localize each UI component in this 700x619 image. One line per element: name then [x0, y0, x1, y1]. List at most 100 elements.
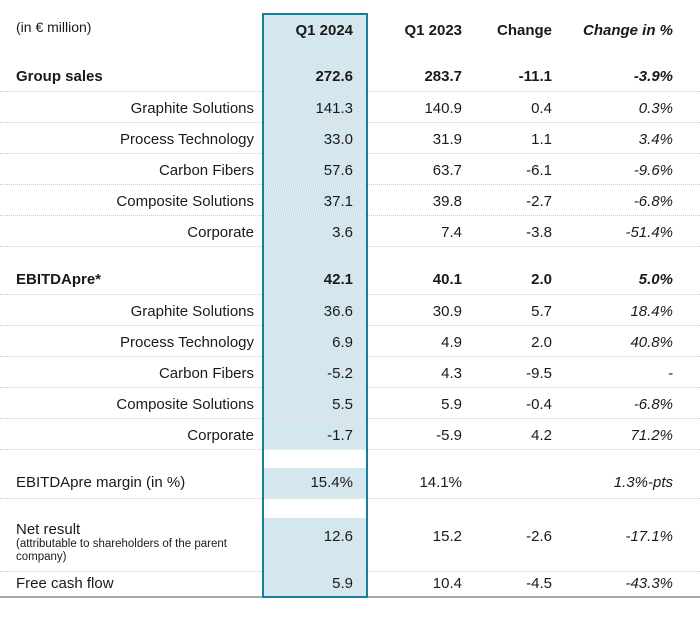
- value-change: -2.7: [526, 193, 552, 210]
- value-change: 2.0: [531, 271, 552, 288]
- row-label: Process Technology: [120, 334, 254, 351]
- row-label: Graphite Solutions: [130, 100, 254, 117]
- value-q1-2023: 14.1%: [419, 474, 462, 491]
- spacer-cell: [262, 499, 368, 518]
- table-row-process-technology-ebitda: Process Technology 6.9 4.9 2.0 40.8%: [0, 326, 700, 357]
- value-q1-2024: 5.5: [262, 388, 368, 418]
- value-change-pct: -9.6%: [633, 162, 673, 179]
- spacer-cell: [560, 499, 700, 518]
- value-q1-2024: 15.4%: [262, 468, 368, 498]
- spacer-cell: [468, 247, 560, 258]
- value-q1-2024: -5.2: [262, 357, 368, 387]
- spacer-cell: [0, 247, 262, 258]
- table-row-carbon-fibers-ebitda: Carbon Fibers -5.2 4.3 -9.5 -: [0, 357, 700, 388]
- value-q1-2023: 63.7: [432, 162, 462, 179]
- value-change-pct: 40.8%: [630, 334, 673, 351]
- table-row-process-technology-sales: Process Technology 33.0 31.9 1.1 3.4%: [0, 123, 700, 154]
- row-label: Corporate: [187, 427, 254, 444]
- value-q1-2023: 140.9: [424, 100, 462, 117]
- value-q1-2024: 272.6: [262, 48, 368, 91]
- value-change: 1.1: [531, 131, 552, 148]
- value-change: 0.4: [531, 100, 552, 117]
- section-spacer: [0, 450, 700, 468]
- value-q1-2023: 10.4: [432, 575, 462, 592]
- spacer-cell: [560, 247, 700, 258]
- column-header-change: Change: [496, 22, 552, 39]
- table-header-row: (in € million) Q1 2024 Q1 2023 Change Ch…: [0, 0, 700, 48]
- value-q1-2023: 31.9: [432, 131, 462, 148]
- value-change-pct: -17.1%: [625, 528, 673, 545]
- value-q1-2024: 57.6: [262, 154, 368, 184]
- value-q1-2024: -1.7: [262, 419, 368, 449]
- table-row-graphite-solutions-sales: Graphite Solutions 141.3 140.9 0.4 0.3%: [0, 92, 700, 123]
- value-q1-2023: 39.8: [432, 193, 462, 210]
- value-q1-2023: 283.7: [424, 68, 462, 85]
- table-row-group-sales: Group sales 272.6 283.7 -11.1 -3.9%: [0, 48, 700, 92]
- table-row-ebitdapre-margin: EBITDApre margin (in %) 15.4% 14.1% 1.3%…: [0, 468, 700, 499]
- row-label: Carbon Fibers: [158, 365, 254, 382]
- column-header-q1-2024: Q1 2024: [262, 0, 368, 48]
- value-change: -6.1: [526, 162, 552, 179]
- value-change-pct: -51.4%: [625, 224, 673, 241]
- table-row-graphite-solutions-ebitda: Graphite Solutions 36.6 30.9 5.7 18.4%: [0, 295, 700, 326]
- value-change-pct: 71.2%: [630, 427, 673, 444]
- value-change-pct: 1.3%-pts: [613, 474, 673, 491]
- row-label: Process Technology: [120, 131, 254, 148]
- spacer-cell: [368, 499, 468, 518]
- spacer-cell: [468, 450, 560, 468]
- value-q1-2023: 5.9: [441, 396, 462, 413]
- row-label: Composite Solutions: [116, 193, 254, 210]
- table-row-corporate-ebitda: Corporate -1.7 -5.9 4.2 71.2%: [0, 419, 700, 450]
- value-change-pct: 18.4%: [630, 303, 673, 320]
- row-label: Graphite Solutions: [130, 303, 254, 320]
- value-change-pct: 5.0%: [638, 271, 673, 288]
- value-q1-2023: 40.1: [432, 271, 462, 288]
- value-q1-2024: 141.3: [262, 92, 368, 122]
- value-change: -3.8: [526, 224, 552, 241]
- column-header-change-pct: Change in %: [582, 22, 673, 39]
- unit-label: (in € million): [16, 19, 92, 35]
- value-change: 2.0: [531, 334, 552, 351]
- spacer-cell: [368, 247, 468, 258]
- value-q1-2023: 30.9: [432, 303, 462, 320]
- spacer-cell: [560, 450, 700, 468]
- spacer-cell: [0, 450, 262, 468]
- value-change: 5.7: [531, 303, 552, 320]
- value-q1-2024: 6.9: [262, 326, 368, 356]
- table-row-carbon-fibers-sales: Carbon Fibers 57.6 63.7 -6.1 -9.6%: [0, 154, 700, 185]
- spacer-cell: [468, 499, 560, 518]
- table-row-ebitdapre: EBITDApre* 42.1 40.1 2.0 5.0%: [0, 258, 700, 295]
- value-q1-2023: 7.4: [441, 224, 462, 241]
- row-label: EBITDApre*: [16, 271, 102, 288]
- row-label: Free cash flow: [16, 575, 114, 592]
- section-spacer: [0, 247, 700, 258]
- value-change: -0.4: [526, 396, 552, 413]
- row-label-block: Net result (attributable to shareholders…: [0, 518, 262, 571]
- value-change: -4.5: [526, 575, 552, 592]
- table-row-composite-solutions-ebitda: Composite Solutions 5.5 5.9 -0.4 -6.8%: [0, 388, 700, 419]
- value-q1-2024: 5.9: [262, 572, 368, 596]
- value-q1-2023: -5.9: [436, 427, 462, 444]
- row-label: EBITDApre margin (in %): [16, 474, 186, 491]
- value-change-pct: -6.8%: [633, 396, 673, 413]
- value-q1-2024: 36.6: [262, 295, 368, 325]
- section-spacer: [0, 499, 700, 518]
- row-label-note: (attributable to shareholders of the par…: [16, 538, 227, 563]
- value-change-pct: -: [668, 365, 673, 382]
- table-row-composite-solutions-sales: Composite Solutions 37.1 39.8 -2.7 -6.8%: [0, 185, 700, 216]
- value-change-pct: -3.9%: [633, 68, 673, 85]
- value-change-pct: 0.3%: [638, 100, 673, 117]
- value-change: -11.1: [518, 68, 552, 85]
- table-row-net-result: Net result (attributable to shareholders…: [0, 518, 700, 572]
- value-q1-2024: 12.6: [262, 518, 368, 571]
- spacer-cell: [0, 499, 262, 518]
- row-label: Carbon Fibers: [158, 162, 254, 179]
- row-label: Corporate: [187, 224, 254, 241]
- row-label: Group sales: [16, 68, 103, 85]
- column-header-q1-2023: Q1 2023: [404, 22, 462, 39]
- results-table: (in € million) Q1 2024 Q1 2023 Change Ch…: [0, 0, 700, 598]
- value-q1-2023: 4.9: [441, 334, 462, 351]
- value-change: 4.2: [531, 427, 552, 444]
- value-q1-2024: 37.1: [262, 185, 368, 215]
